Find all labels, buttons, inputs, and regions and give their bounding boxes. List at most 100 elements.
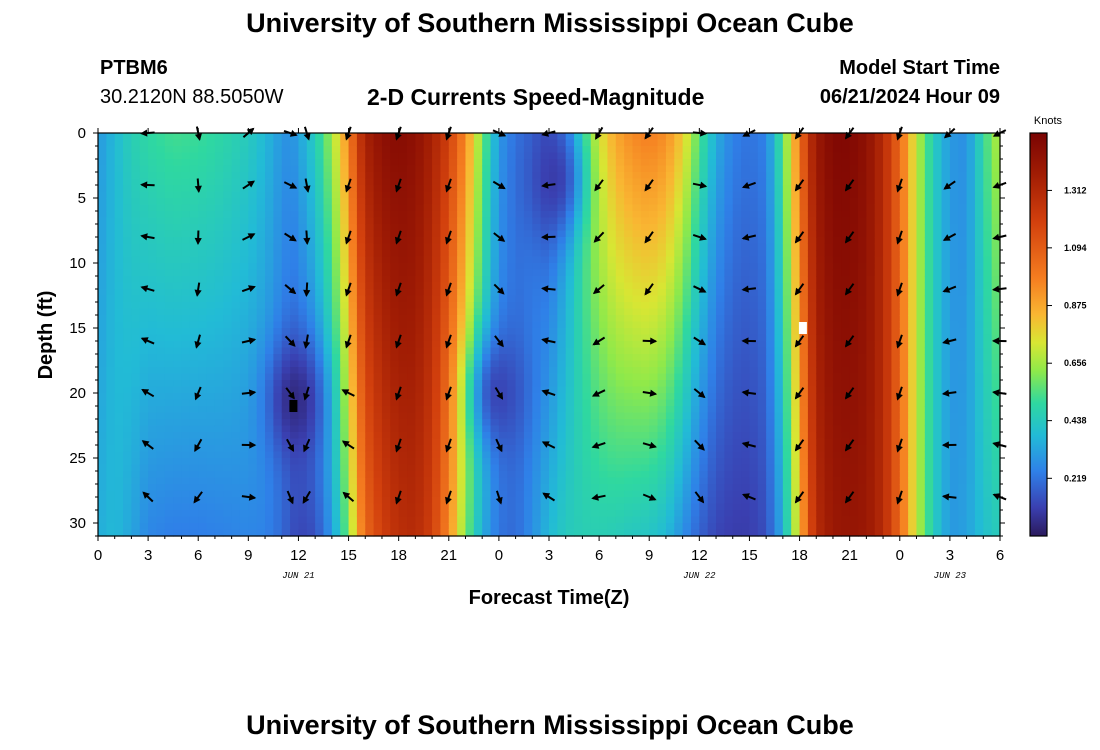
heatmap-cell	[265, 315, 274, 323]
heatmap-cell	[682, 458, 692, 466]
heatmap-cell	[365, 321, 375, 329]
heatmap-cell	[281, 269, 291, 277]
heatmap-cell	[699, 523, 709, 531]
heatmap-cell	[306, 419, 316, 427]
heatmap-cell	[340, 432, 350, 440]
heatmap-cell	[390, 484, 400, 492]
heatmap-cell	[340, 367, 350, 375]
heatmap-cell	[724, 321, 734, 329]
heatmap-cell	[306, 217, 316, 225]
heatmap-cell	[181, 334, 191, 342]
heatmap-cell	[256, 464, 266, 472]
heatmap-cell	[148, 315, 158, 323]
heatmap-cell	[173, 282, 183, 290]
heatmap-cell	[465, 438, 475, 446]
heatmap-cell	[106, 354, 116, 362]
heatmap-cell	[665, 412, 675, 420]
heatmap-cell	[465, 328, 475, 336]
heatmap-cell	[256, 146, 266, 154]
heatmap-cell	[256, 256, 266, 264]
heatmap-cell	[231, 412, 241, 420]
heatmap-cell	[682, 204, 692, 212]
heatmap-cell	[473, 490, 483, 498]
heatmap-cell	[106, 198, 116, 206]
heatmap-cell	[432, 139, 442, 147]
heatmap-cell	[114, 243, 124, 251]
heatmap-cell	[482, 425, 492, 433]
heatmap-cell	[415, 347, 425, 355]
heatmap-cell	[557, 432, 567, 440]
heatmap-cell	[273, 386, 283, 394]
heatmap-cell	[482, 282, 492, 290]
heatmap-cell	[239, 308, 249, 316]
heatmap-cell	[515, 198, 525, 206]
heatmap-cell	[649, 464, 659, 472]
heatmap-cell	[265, 334, 274, 342]
heatmap-cell	[415, 529, 425, 537]
heatmap-cell	[482, 204, 492, 212]
heatmap-cell	[239, 529, 249, 537]
heatmap-cell	[164, 464, 174, 472]
heatmap-cell	[114, 490, 124, 498]
heatmap-cell	[348, 328, 358, 336]
heatmap-cell	[607, 529, 617, 537]
heatmap-cell	[407, 133, 416, 141]
heatmap-cell	[98, 152, 107, 160]
heatmap-cell	[407, 282, 416, 290]
heatmap-cell	[490, 503, 500, 511]
heatmap-cell	[640, 224, 650, 232]
heatmap-cell	[139, 315, 149, 323]
heatmap-cell	[298, 276, 308, 284]
heatmap-cell	[716, 406, 725, 414]
heatmap-cell	[407, 347, 416, 355]
heatmap-cell	[423, 282, 433, 290]
heatmap-cell	[690, 419, 700, 427]
heatmap-cell	[206, 425, 216, 433]
heatmap-cell	[407, 263, 416, 271]
heatmap-cell	[423, 367, 433, 375]
heatmap-cell	[507, 386, 517, 394]
heatmap-cell	[239, 191, 249, 199]
heatmap-cell	[256, 380, 266, 388]
heatmap-cell	[749, 497, 759, 505]
heatmap-cell	[465, 412, 475, 420]
heatmap-cell	[306, 386, 316, 394]
heatmap-cell	[448, 529, 458, 537]
heatmap-cell	[223, 321, 233, 329]
heatmap-cell	[590, 315, 600, 323]
heatmap-cell	[532, 328, 542, 336]
heatmap-cell	[749, 393, 759, 401]
heatmap-cell	[223, 308, 233, 316]
heatmap-cell	[239, 224, 249, 232]
heatmap-cell	[565, 289, 575, 297]
heatmap-cell	[473, 464, 483, 472]
heatmap-cell	[498, 490, 508, 498]
heatmap-cell	[214, 373, 224, 381]
heatmap-cell	[682, 406, 692, 414]
heatmap-cell	[574, 328, 584, 336]
heatmap-cell	[123, 406, 133, 414]
heatmap-cell	[565, 328, 575, 336]
heatmap-cell	[607, 367, 617, 375]
heatmap-cell	[590, 276, 600, 284]
heatmap-cell	[123, 243, 133, 251]
heatmap-cell	[114, 471, 124, 479]
heatmap-cell	[674, 172, 684, 180]
heatmap-cell	[473, 230, 483, 238]
heatmap-cell	[398, 133, 408, 141]
heatmap-cell	[398, 354, 408, 362]
heatmap-cell	[498, 269, 508, 277]
heatmap-cell	[448, 445, 458, 453]
heatmap-cell	[290, 139, 300, 147]
heatmap-cell	[181, 419, 191, 427]
heatmap-cell	[649, 367, 659, 375]
heatmap-cell	[465, 276, 475, 284]
heatmap-cell	[457, 315, 467, 323]
heatmap-cell	[523, 367, 533, 375]
heatmap-cell	[114, 445, 124, 453]
heatmap-cell	[415, 295, 425, 303]
heatmap-cell	[432, 497, 442, 505]
heatmap-cell	[716, 315, 725, 323]
heatmap-cell	[148, 237, 158, 245]
heatmap-cell	[356, 490, 366, 498]
